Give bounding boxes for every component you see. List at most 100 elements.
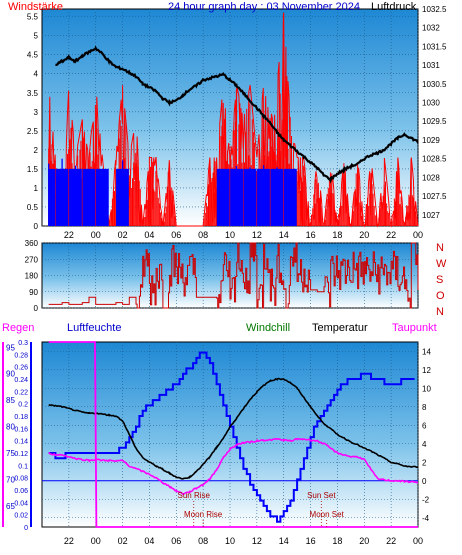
temp-y-tick: 0 xyxy=(422,477,427,486)
rain-axis-bar xyxy=(2,342,4,527)
temp-y-tick: 6 xyxy=(422,421,427,430)
humidity-series xyxy=(48,351,415,523)
pressure-y-tick: 1030 xyxy=(422,99,440,108)
temp-y-tick: 10 xyxy=(422,384,431,393)
temp-x-tick-label: 00 xyxy=(413,536,423,546)
gust-series xyxy=(48,12,419,228)
humidity-y-tick: 90 xyxy=(6,370,15,379)
wind-x-tick-label: 10 xyxy=(225,230,235,240)
wind-x-tick-label: 00 xyxy=(413,230,423,240)
wind-x-tick-label: 20 xyxy=(359,230,369,240)
humidity-y-tick: 85 xyxy=(6,396,15,405)
rain-y-tick: 0.18 xyxy=(14,414,28,421)
compass-label: O xyxy=(436,290,445,302)
rain-series xyxy=(48,341,418,528)
rain-y-tick: 0.22 xyxy=(14,389,28,396)
wind-x-tick-label: 22 xyxy=(64,230,74,240)
pressure-y-tick: 1027 xyxy=(422,211,440,220)
temp-x-tick-label: 12 xyxy=(252,536,262,546)
wind-pressure-marks xyxy=(48,12,419,228)
pressure-y-tick: 1029.5 xyxy=(422,117,447,126)
temp-y-tick: 2 xyxy=(422,458,427,467)
wind-y-tick: 1 xyxy=(34,184,39,193)
legend-dewpoint: Taupunkt xyxy=(392,322,437,334)
pressure-y-tick: 1028.5 xyxy=(422,155,447,164)
humidity-y-tick: 75 xyxy=(6,449,15,458)
temperature-marks xyxy=(42,341,419,528)
pressure-y-tick: 1029 xyxy=(422,136,440,145)
wind-x-tick-label: 00 xyxy=(91,230,101,240)
pressure-y-tick: 1031.5 xyxy=(422,42,447,51)
wind-x-tick-label: 22 xyxy=(386,230,396,240)
direction-y-tick: 90 xyxy=(29,288,38,297)
rain-y-tick: 0.2 xyxy=(18,402,28,409)
rain-y-tick: 0 xyxy=(24,525,28,532)
temp-y-tick: -2 xyxy=(422,495,430,504)
direction-y-tick: 180 xyxy=(25,272,39,281)
direction-y-ticks: 0 90 180 270 360 xyxy=(25,239,39,313)
humidity-y-tick: 80 xyxy=(6,423,15,432)
temp-y-ticks: -4 -2 0 2 4 6 8 10 12 14 xyxy=(422,347,431,523)
annotation-label: Moon Set xyxy=(310,510,345,519)
temp-x-tick-label: 20 xyxy=(359,536,369,546)
compass-label: W xyxy=(436,258,447,270)
wind-pressure-chart: 22 00 02 04 06 08 10 12 14 16 18 20 22 00 0 0.5 1 1.5 2 2.… xyxy=(8,1,447,240)
legend-rain: Regen xyxy=(2,322,34,334)
compass-label: N xyxy=(436,242,444,254)
rain-y-tick: 0.3 xyxy=(18,340,28,347)
direction-y-tick: 270 xyxy=(25,255,39,264)
pressure-y-tick: 1032.5 xyxy=(422,5,447,14)
temp-x-tick-label: 22 xyxy=(64,536,74,546)
humidity-y-tick: 95 xyxy=(6,343,15,352)
temp-y-tick: 8 xyxy=(422,403,427,412)
humidity-y-tick: 70 xyxy=(6,475,15,484)
rain-y-tick: 0.28 xyxy=(14,352,28,359)
pressure-y-ticks: 1027 1027.5 1028 1028.5 1029 1029.5 1030 1030.5… xyxy=(422,5,447,220)
wind-x-tick-label: 14 xyxy=(279,230,289,240)
wind-y-tick: 2 xyxy=(34,146,39,155)
wind-x-tick-label: 08 xyxy=(198,230,208,240)
chart-title: 24 hour graph day : 03 November 2024 xyxy=(168,1,360,13)
rain-y-tick: 0.12 xyxy=(14,451,28,458)
pressure-axis-label: Luftdruck xyxy=(371,1,417,13)
wind-x-tick-label: 02 xyxy=(118,230,128,240)
temp-y-tick: 12 xyxy=(422,366,431,375)
humidity-y-tick: 65 xyxy=(6,502,15,511)
pressure-y-tick: 1031 xyxy=(422,61,440,70)
wind-x-tick-label: 04 xyxy=(144,230,154,240)
temp-x-tick-label: 04 xyxy=(144,536,154,546)
pressure-y-tick: 1030.5 xyxy=(422,80,447,89)
wind-y-tick: 0 xyxy=(34,222,39,231)
pressure-series xyxy=(55,45,419,184)
wind-direction-marks xyxy=(48,242,419,309)
compass-label: N xyxy=(436,306,444,318)
annotation-label: Moon Rise xyxy=(184,510,223,519)
temp-x-tick-label: 22 xyxy=(386,536,396,546)
wind-y-tick: 2.5 xyxy=(27,127,39,136)
wind-x-tick-label: 18 xyxy=(332,230,342,240)
rain-y-tick: 0.04 xyxy=(14,500,28,507)
rain-y-tick: 0.1 xyxy=(18,463,28,470)
wind-pressure-x-ticks: 22 00 02 04 06 08 10 12 14 16 18 20 22 00 xyxy=(64,230,423,240)
humidity-y-ticks: 65 70 75 80 85 90 95 xyxy=(6,343,15,511)
annotation-label: Sun Set xyxy=(307,491,336,500)
wind-y-ticks: 0 0.5 1 1.5 2 2.5 3 3.5 4 4.5 5 5.5 xyxy=(27,13,39,231)
wind-y-tick: 5.5 xyxy=(27,13,39,22)
pressure-y-tick: 1027.5 xyxy=(422,192,447,201)
temp-y-tick: -4 xyxy=(422,514,430,523)
rain-y-tick: 0.14 xyxy=(14,439,28,446)
wind-y-tick: 1.5 xyxy=(27,165,39,174)
wind-x-tick-label: 06 xyxy=(171,230,181,240)
direction-y-tick: 0 xyxy=(34,304,39,313)
humidity-axis-bar xyxy=(30,342,32,527)
temp-x-tick-label: 10 xyxy=(225,536,235,546)
legend-humidity: Luftfeuchte xyxy=(67,322,121,334)
rain-y-tick: 0.06 xyxy=(14,488,28,495)
direction-series xyxy=(48,242,419,309)
wind-x-tick-label: 12 xyxy=(252,230,262,240)
rain-y-tick: 0.02 xyxy=(14,513,28,520)
